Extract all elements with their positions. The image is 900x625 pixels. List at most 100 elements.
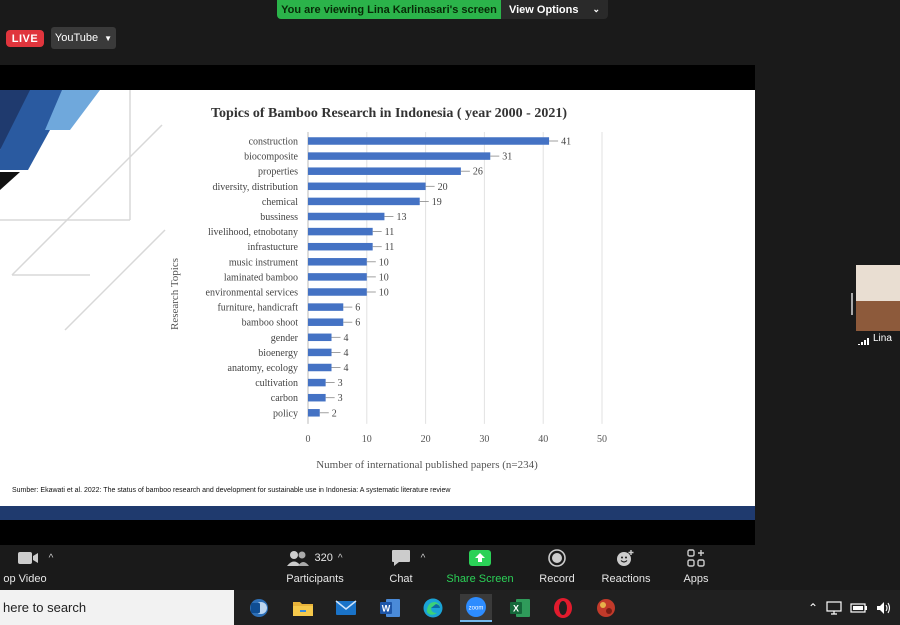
- video-camera-icon: [17, 552, 38, 564]
- taskbar-search-box[interactable]: here to search: [0, 590, 234, 625]
- share-screen-label: Share Screen: [446, 573, 514, 585]
- bar: [308, 318, 344, 326]
- video-options-caret[interactable]: ^: [48, 552, 54, 564]
- bar: [308, 288, 367, 296]
- y-category-label: infrastucture: [247, 242, 298, 253]
- bar: [308, 212, 385, 221]
- share-screen-button[interactable]: Share Screen: [446, 545, 514, 590]
- data-label: 4: [344, 333, 349, 344]
- record-icon: [548, 549, 566, 567]
- deco-light-stripe: [45, 90, 100, 130]
- bar: [308, 363, 332, 372]
- participants-icon: [287, 551, 310, 566]
- chat-button[interactable]: ^ Chat: [383, 545, 433, 590]
- signal-icon: [858, 329, 870, 345]
- y-category-label: environmental services: [206, 288, 299, 299]
- live-badge[interactable]: LIVE: [6, 30, 44, 47]
- record-label: Record: [539, 573, 575, 585]
- participant-name: Lina: [873, 332, 892, 344]
- youtube-dropdown[interactable]: YouTube ▼: [51, 27, 116, 49]
- y-category-label: cultivation: [255, 378, 298, 389]
- chart-x-axis-label: Number of international published papers…: [316, 459, 538, 471]
- y-category-label: laminated bamboo: [224, 272, 298, 283]
- bar: [308, 303, 344, 311]
- opera-icon[interactable]: [547, 594, 579, 622]
- participant-name-bar: Lina: [856, 331, 900, 345]
- smiley-plus-icon: [617, 550, 634, 566]
- outlook-icon[interactable]: [243, 594, 275, 622]
- windows-taskbar: here to search W zoom X ⌃: [0, 590, 900, 625]
- y-category-label: music instrument: [229, 257, 298, 268]
- slide-footer-bar: [0, 506, 755, 520]
- y-category-label: gender: [271, 333, 299, 344]
- y-category-label: carbon: [271, 393, 298, 404]
- word-icon[interactable]: W: [374, 594, 406, 622]
- y-category-label: policy: [273, 408, 298, 419]
- data-label: 26: [473, 167, 483, 178]
- excel-icon[interactable]: X: [504, 594, 536, 622]
- y-category-label: construction: [249, 137, 298, 148]
- meeting-toolbar: ^ op Video 320 ^ Participants ^ Chat Sha…: [0, 545, 900, 590]
- data-label: 6: [355, 303, 360, 314]
- y-category-label: chemical: [262, 197, 298, 208]
- y-category-label: livelihood, etnobotany: [208, 227, 298, 238]
- y-category-label: furniture, handicraft: [217, 303, 298, 314]
- data-label: 6: [355, 318, 360, 329]
- apps-icon: [687, 549, 705, 567]
- zoom-icon[interactable]: zoom: [460, 594, 492, 622]
- speaker-icon[interactable]: [876, 601, 892, 615]
- chart-y-axis-label: Research Topics: [169, 258, 181, 330]
- view-options-button[interactable]: View Options ⌄: [501, 0, 608, 19]
- mail-icon[interactable]: [330, 594, 362, 622]
- video-button[interactable]: ^ op Video: [0, 545, 70, 590]
- participant-thumbnail[interactable]: Lina: [856, 265, 900, 345]
- bar: [308, 333, 332, 342]
- chat-icon: [391, 550, 410, 566]
- display-icon[interactable]: [826, 600, 842, 615]
- viewing-screen-text: You are viewing Lina Karlinasari's scree…: [277, 0, 501, 19]
- panel-resize-handle[interactable]: [851, 293, 853, 315]
- view-options-label: View Options: [508, 3, 579, 16]
- data-label: 4: [344, 363, 349, 374]
- participants-label: Participants: [286, 573, 344, 585]
- bar: [308, 137, 550, 145]
- bar: [308, 273, 367, 281]
- bar: [308, 258, 367, 266]
- apps-button[interactable]: Apps: [678, 545, 714, 590]
- record-button[interactable]: Record: [534, 545, 580, 590]
- data-label: 2: [332, 408, 337, 419]
- game-icon[interactable]: [590, 594, 622, 622]
- chat-label: Chat: [389, 573, 413, 585]
- participants-button[interactable]: 320 ^ Participants: [270, 545, 360, 590]
- participants-caret[interactable]: ^: [337, 552, 343, 564]
- data-label: 3: [338, 378, 343, 389]
- y-category-label: bussiness: [260, 212, 298, 223]
- y-category-label: bioenergy: [258, 348, 298, 359]
- chat-caret[interactable]: ^: [420, 552, 426, 564]
- data-label: 19: [432, 197, 442, 208]
- data-label: 13: [396, 212, 406, 223]
- apps-label: Apps: [683, 573, 709, 585]
- data-label: 41: [561, 137, 571, 148]
- data-label: 10: [379, 257, 389, 268]
- slide-source-note: Sumber: Ekawati et al. 2022: The status …: [12, 487, 451, 494]
- bar: [308, 393, 326, 402]
- x-tick-label: 20: [421, 434, 431, 445]
- bar: [308, 182, 426, 191]
- y-category-label: properties: [258, 167, 298, 178]
- slide-decoration: [0, 90, 166, 331]
- bar: [308, 152, 491, 160]
- battery-icon[interactable]: [850, 602, 868, 614]
- y-category-label: biocomposite: [244, 152, 298, 163]
- viewing-banner: You are viewing Lina Karlinasari's scree…: [277, 0, 608, 19]
- data-label: 3: [338, 393, 343, 404]
- edge-icon[interactable]: [417, 594, 449, 622]
- data-label: 4: [344, 348, 349, 359]
- participants-count: 320: [314, 552, 333, 564]
- taskbar-search-placeholder: here to search: [3, 600, 87, 615]
- chevron-up-icon[interactable]: ⌃: [807, 600, 818, 615]
- reactions-button[interactable]: Reactions: [600, 545, 652, 590]
- data-label: 20: [438, 182, 448, 193]
- file-explorer-icon[interactable]: [287, 594, 319, 622]
